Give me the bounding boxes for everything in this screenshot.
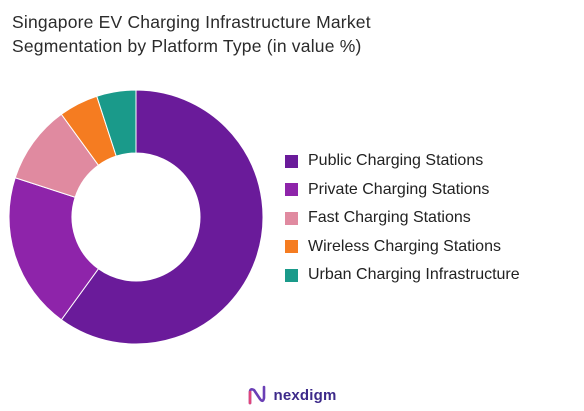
legend-swatch-public [285, 154, 298, 168]
legend-swatch-wireless [285, 240, 298, 254]
legend-swatch-urban [285, 268, 298, 282]
legend-item-wireless: Wireless Charging Stations [285, 233, 581, 262]
donut-slice-public [60, 89, 264, 345]
chart-legend: Public Charging Stations Private Chargin… [285, 147, 581, 290]
legend-item-urban: Urban Charging Infrastructure [285, 261, 581, 290]
legend-item-private: Private Charging Stations [285, 176, 581, 205]
legend-label-fast: Fast Charging Stations [308, 209, 471, 227]
legend-label-urban: Urban Charging Infrastructure [308, 266, 520, 284]
legend-label-public: Public Charging Stations [308, 152, 484, 170]
legend-item-public: Public Charging Stations [285, 147, 581, 176]
nexdigm-logo-icon [249, 385, 266, 405]
legend-swatch-private [285, 183, 298, 197]
legend-swatch-fast [285, 211, 298, 225]
chart-title-line-2: Segmentation by Platform Type (in value … [12, 36, 362, 56]
legend-item-fast: Fast Charging Stations [285, 204, 581, 233]
donut-slice-urban [96, 89, 137, 157]
legend-label-private: Private Charging Stations [308, 180, 490, 198]
footer-brand: nexdigm [0, 384, 584, 406]
chart-title: Singapore EV Charging Infrastructure Mar… [12, 10, 572, 58]
chart-title-line-1: Singapore EV Charging Infrastructure Mar… [12, 12, 371, 32]
legend-label-wireless: Wireless Charging Stations [308, 237, 501, 255]
footer-brand-name: nexdigm [273, 386, 337, 404]
